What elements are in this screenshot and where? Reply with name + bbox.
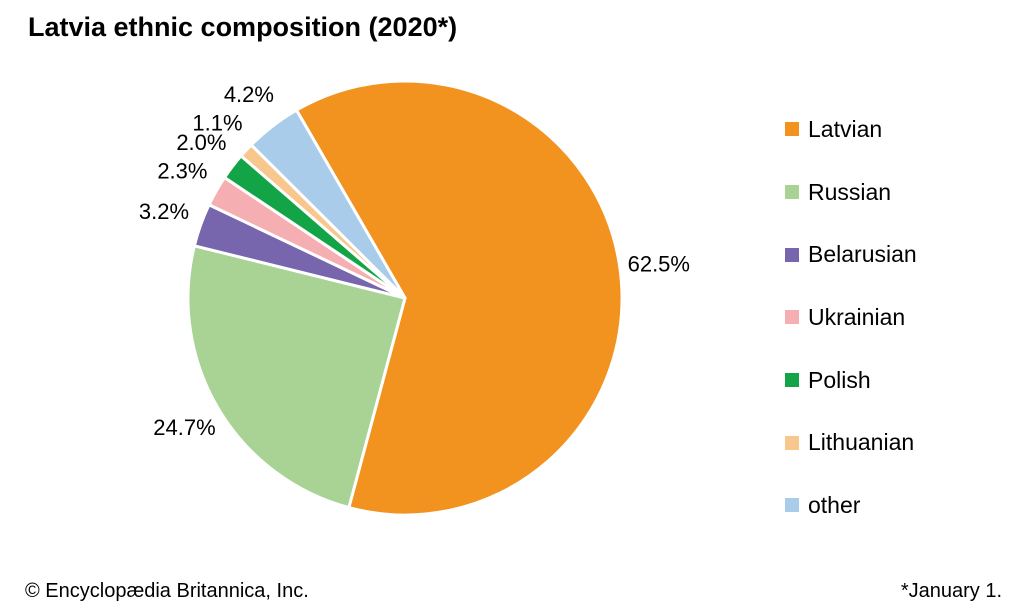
- legend-label-lithuanian: Lithuanian: [808, 429, 915, 456]
- pie-slice-russian: [186, 244, 407, 510]
- copyright-text: © Encyclopædia Britannica, Inc.: [25, 580, 309, 602]
- legend-item-latvian: Latvian: [785, 98, 917, 161]
- legend-item-russian: Russian: [785, 161, 917, 224]
- legend-label-polish: Polish: [808, 366, 871, 393]
- slice-label-other: 4.2%: [224, 82, 274, 107]
- legend-swatch-other: [785, 498, 799, 513]
- legend-label-other: other: [808, 491, 861, 518]
- slice-label-lithuanian: 1.1%: [192, 111, 242, 136]
- legend-swatch-russian: [785, 185, 799, 200]
- legend-swatch-latvian: [785, 122, 799, 137]
- legend-swatch-ukrainian: [785, 310, 799, 325]
- pie-slice-latvian: [295, 79, 624, 517]
- legend-item-lithuanian: Lithuanian: [785, 411, 917, 474]
- legend-label-russian: Russian: [808, 178, 892, 205]
- legend-item-belarusian: Belarusian: [785, 223, 917, 286]
- slice-label-russian: 24.7%: [153, 415, 215, 440]
- legend-label-latvian: Latvian: [808, 115, 883, 142]
- slice-label-polish: 2.0%: [176, 130, 226, 155]
- legend-swatch-lithuanian: [785, 435, 799, 450]
- legend-label-belarusian: Belarusian: [808, 241, 917, 268]
- legend-item-other: other: [785, 474, 917, 537]
- slice-label-latvian: 62.5%: [628, 252, 690, 277]
- slice-label-ukrainian: 2.3%: [157, 159, 207, 184]
- legend-swatch-belarusian: [785, 247, 799, 262]
- pie-slice-other: [249, 108, 407, 300]
- footnote-text: *January 1.: [900, 580, 1002, 602]
- slice-label-belarusian: 3.2%: [139, 199, 189, 224]
- legend: Latvian Russian Belarusian Ukrainian Polish L…: [785, 98, 917, 537]
- legend-swatch-polish: [785, 373, 799, 388]
- legend-label-ukrainian: Ukrainian: [808, 303, 906, 330]
- chart-title: Latvia ethnic composition (2020*): [28, 12, 458, 42]
- legend-item-ukrainian: Ukrainian: [785, 286, 917, 349]
- legend-item-polish: Polish: [785, 349, 917, 412]
